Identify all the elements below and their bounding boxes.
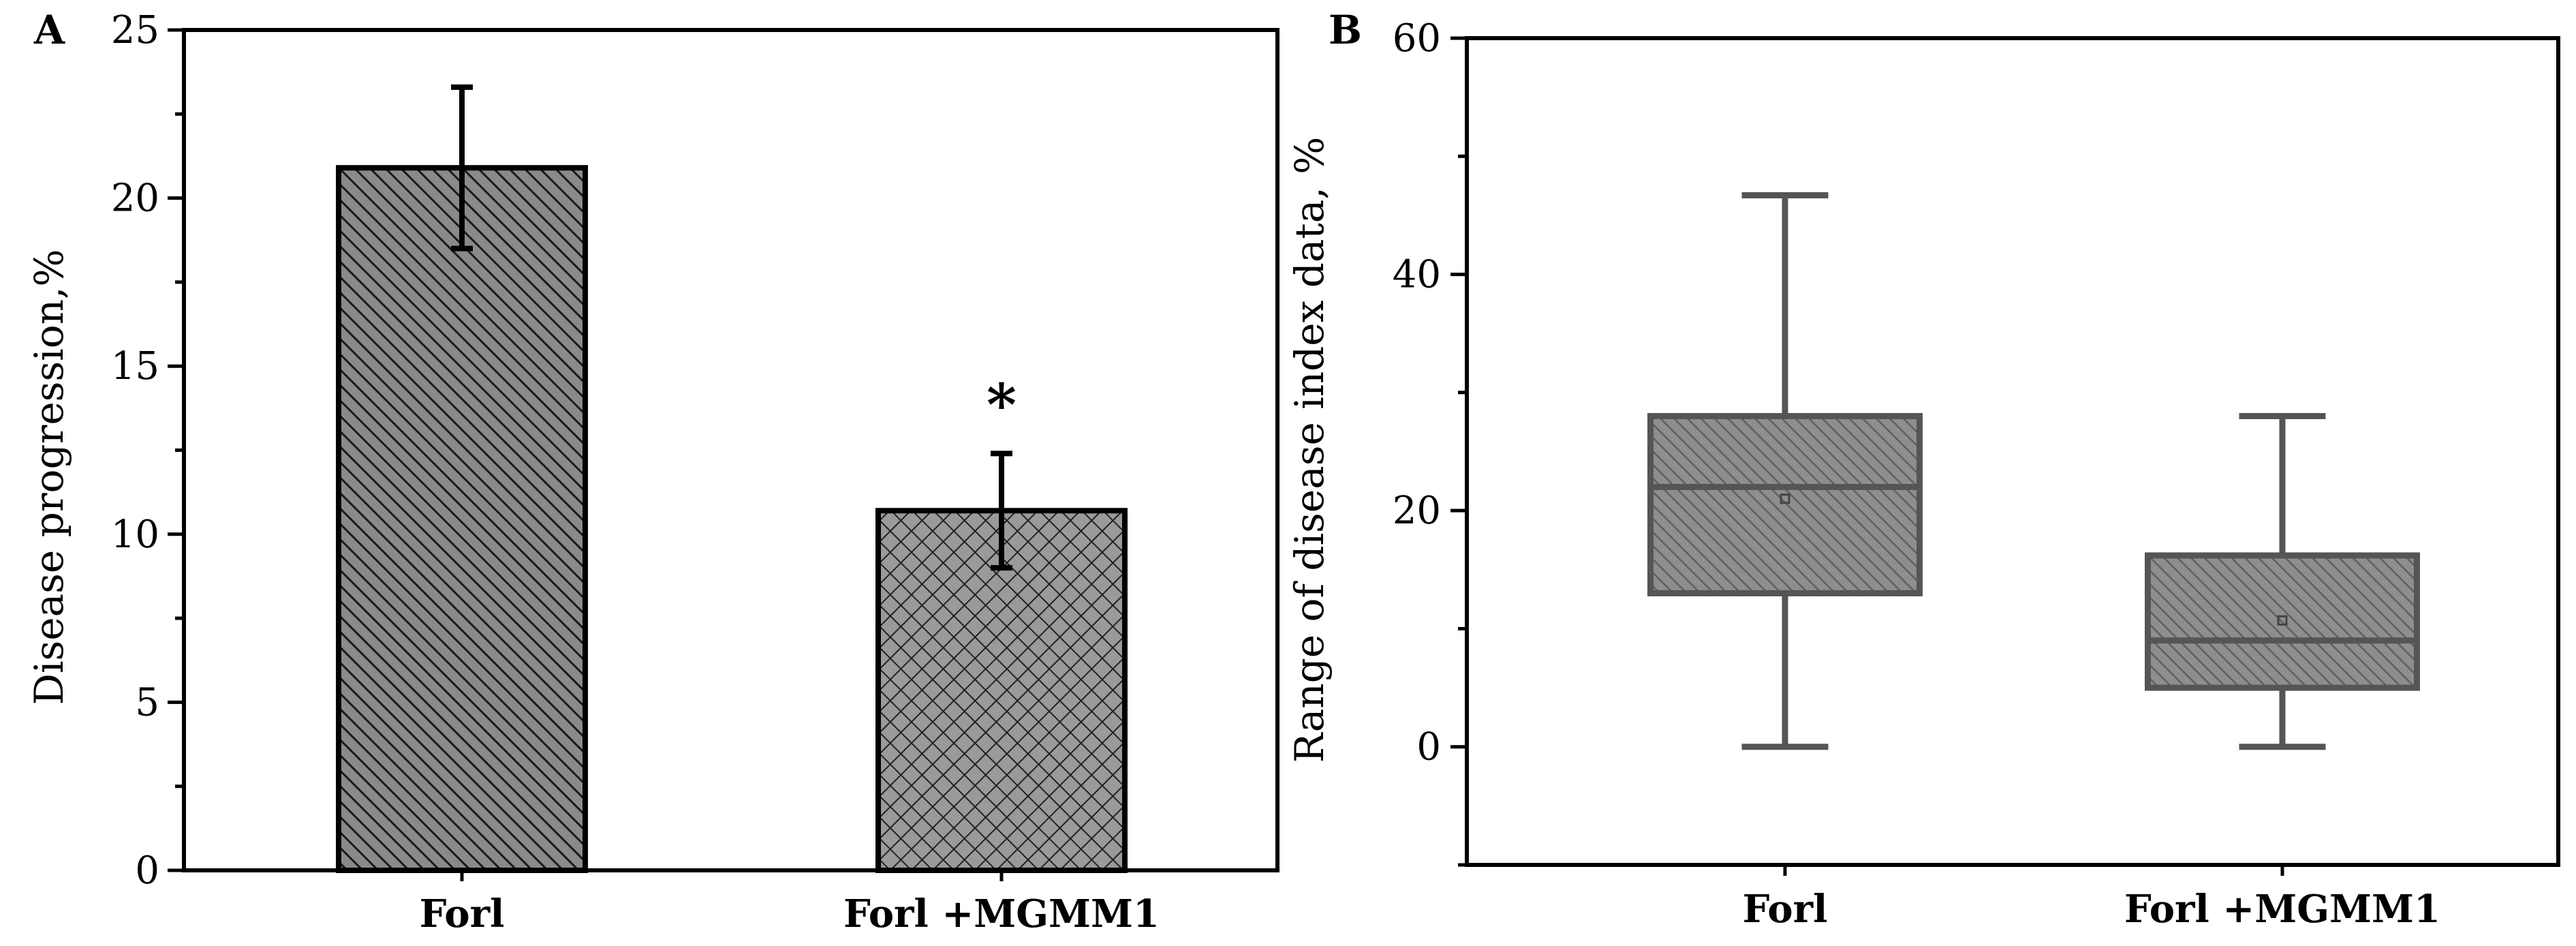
panel-b-y-tick-label: 20	[1393, 489, 1441, 533]
panel-a-y-tick-label: 5	[135, 680, 159, 724]
panel-a-significance-marker: *	[987, 371, 1017, 438]
panel-b-category-labels: Forl Forl +MGMM1	[1743, 865, 2440, 932]
panel-b-box-group-1	[1647, 192, 1923, 750]
panel-b-category-label: Forl	[1743, 887, 1828, 932]
panel-a-error-bars: *	[451, 84, 1017, 571]
panel-b-boxes	[1647, 192, 2420, 750]
panel-a-category-label: Forl	[420, 891, 505, 936]
panel-b-y-axis-title: Range of disease index data, %	[1286, 137, 1333, 763]
panel-b-category-label: Forl +MGMM1	[2124, 887, 2440, 932]
panel-b-box	[1647, 413, 1923, 596]
panel-b-y-tick-label: 60	[1393, 16, 1441, 61]
panel-a-y-axis-title: Disease progression,%	[26, 249, 72, 705]
panel-b-frame	[1465, 36, 2560, 867]
panel-a-bars	[336, 165, 1128, 873]
panel-a-category-label: Forl +MGMM1	[843, 891, 1160, 936]
panel-b-y-ticks: 0 20 40 60	[1393, 16, 1467, 867]
panel-a-y-tick-label: 25	[111, 8, 159, 52]
panel-a-bar-chart: A 0 5 10 15 20 25 * Forl Forl +MGMM1 Disease p…	[26, 7, 1279, 936]
panel-b-box-plot: B 0 20 40 60 Forl Forl +MGMM1 Range of disea…	[1286, 7, 2560, 932]
panel-a-y-ticks: 0 5 10 15 20 25	[111, 8, 184, 893]
panel-a-y-tick-label: 20	[111, 177, 159, 221]
panel-b-box	[2145, 552, 2420, 691]
panel-a-category-labels: Forl Forl +MGMM1	[420, 870, 1160, 936]
panel-b-y-tick-label: 0	[1416, 725, 1441, 769]
panel-b-mean-marker	[2277, 615, 2288, 626]
panel-a-bar-1	[336, 165, 588, 873]
panel-a-y-tick-label: 10	[111, 513, 159, 557]
panel-a-y-tick-label: 0	[135, 849, 159, 893]
panel-b-letter: B	[1329, 7, 1362, 53]
panel-a-y-tick-label: 15	[111, 344, 159, 388]
panel-b-mean-marker	[1780, 493, 1790, 504]
panel-b-y-tick-label: 40	[1393, 253, 1441, 297]
panel-a-letter: A	[33, 7, 65, 53]
panel-b-box-group-2	[2145, 413, 2420, 750]
